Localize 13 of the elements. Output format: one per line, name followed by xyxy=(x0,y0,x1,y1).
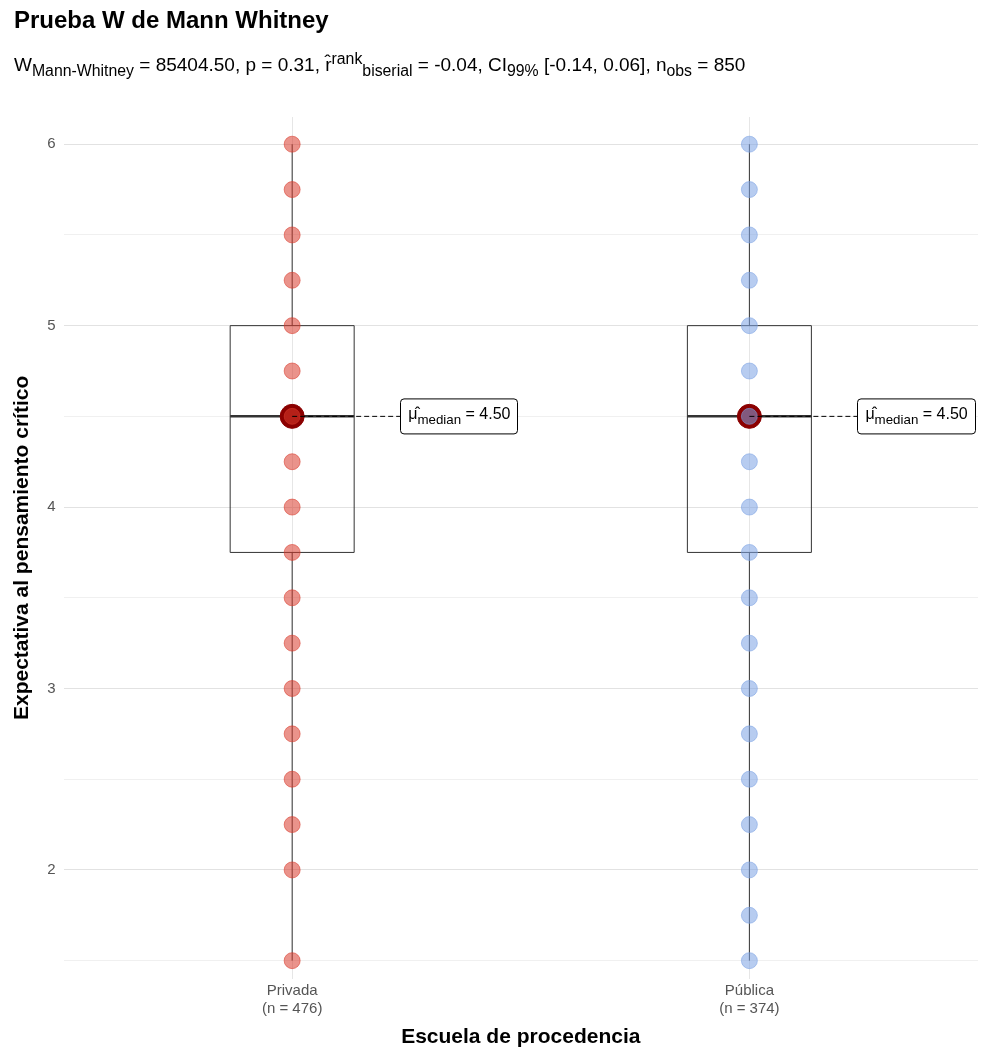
chart-title: Prueba W de Mann Whitney xyxy=(14,6,329,34)
x-tick-label: Privada (n = 476) xyxy=(261,980,323,1016)
y-tick-label: 3 xyxy=(47,678,56,696)
y-tick-label: 4 xyxy=(47,497,56,515)
annotation: μ̂$_{median}$ = 4.50 xyxy=(857,398,976,434)
y-tick-label: 6 xyxy=(47,134,56,152)
text: W$_{Mann-Whitney}$ = 85404.50, p = 0.31, r̂$^{rank}$$_{biserial}$ = -0.04, CI$_{99%}$ [-0.14, 0.06], n$_{obs}$ = 850 xyxy=(14,50,746,80)
annotation: μ̂$_{median}$ = 4.50 xyxy=(400,398,519,434)
y-tick-label: 2 xyxy=(47,860,56,878)
y-axis-title: Expectativa al pensamiento crítico xyxy=(9,375,33,721)
x-axis-title: Escuela de procedencia xyxy=(401,1024,641,1048)
x-tick-label: Pública (n = 374) xyxy=(719,980,780,1016)
y-tick-label: 5 xyxy=(47,315,56,333)
